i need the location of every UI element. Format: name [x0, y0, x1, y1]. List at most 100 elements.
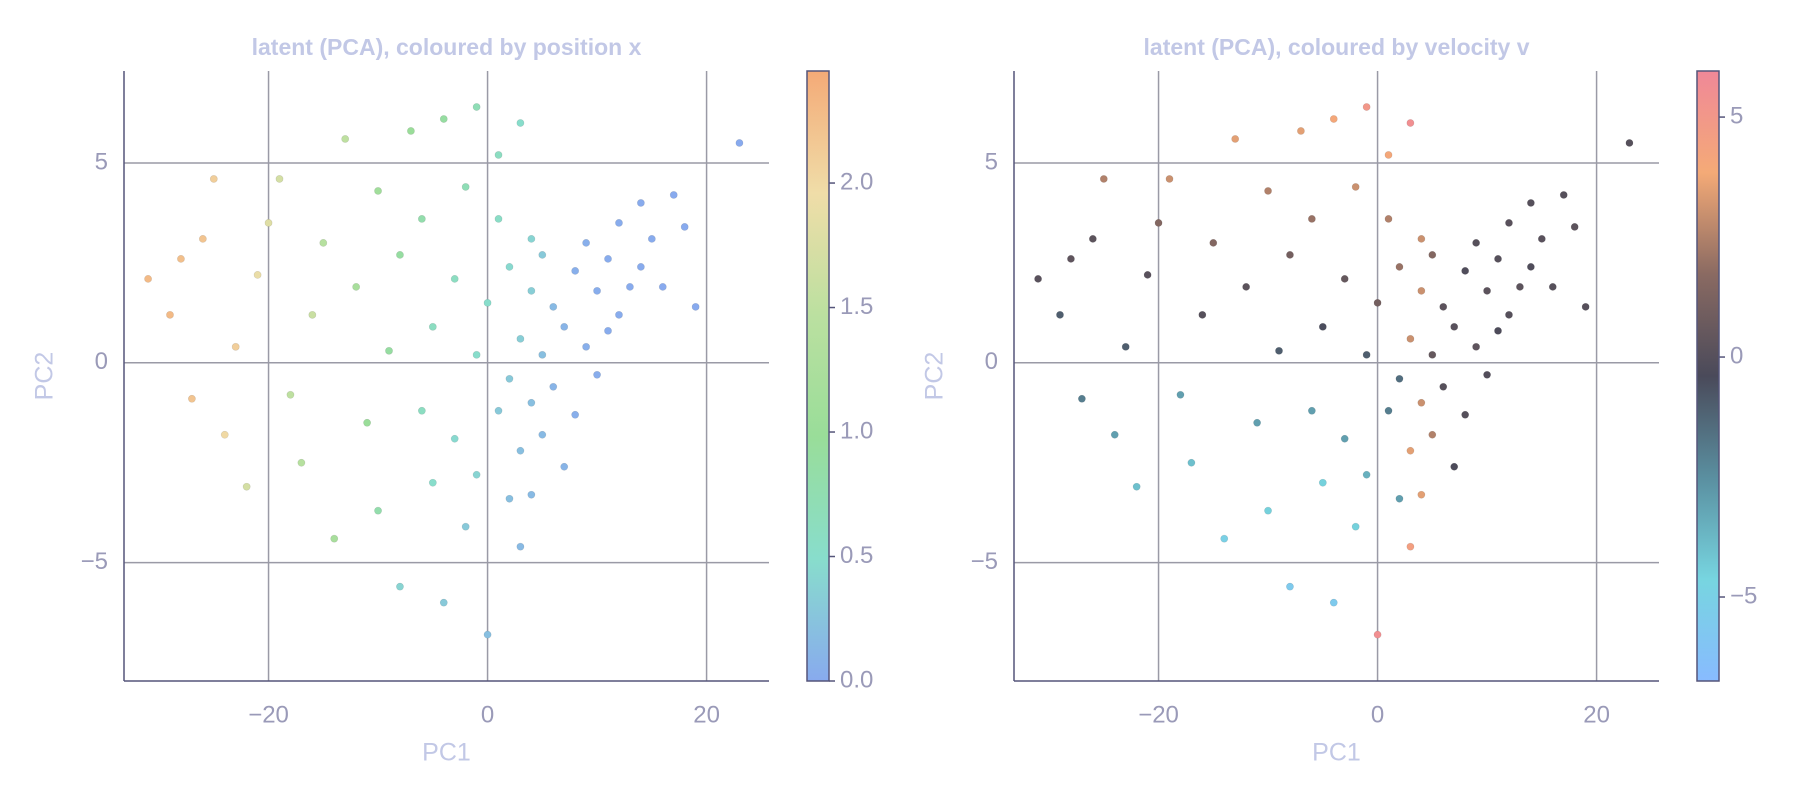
- point: [1176, 390, 1185, 399]
- point: [1406, 542, 1415, 551]
- point: [1373, 298, 1382, 307]
- point: [1099, 175, 1108, 183]
- point: [1505, 310, 1513, 319]
- point: [1526, 262, 1535, 271]
- point: [582, 342, 591, 351]
- point: [593, 370, 601, 379]
- point: [297, 458, 306, 467]
- point: [1077, 394, 1086, 403]
- point: [461, 522, 470, 531]
- point: [516, 542, 525, 551]
- y-tick-label: −5: [81, 548, 108, 575]
- point: [1143, 270, 1152, 279]
- point: [472, 470, 481, 479]
- point: [538, 350, 547, 359]
- point: [1472, 238, 1481, 247]
- point: [187, 394, 196, 403]
- point: [1307, 215, 1316, 223]
- point: [1056, 310, 1064, 319]
- point: [1505, 219, 1513, 227]
- point: [198, 234, 207, 243]
- point: [647, 234, 656, 243]
- colorbar: [806, 70, 830, 682]
- point: [220, 430, 229, 439]
- point: [527, 234, 536, 243]
- point: [1351, 183, 1360, 191]
- point: [1362, 103, 1371, 111]
- point: [177, 254, 185, 263]
- chart-title: latent (PCA), coloured by velocity v: [1144, 34, 1530, 60]
- point: [549, 302, 558, 311]
- point: [209, 175, 218, 183]
- point: [571, 410, 580, 419]
- colorbar-tick-label: 5: [1730, 102, 1743, 129]
- point: [1132, 482, 1141, 491]
- point: [1067, 254, 1075, 263]
- point: [374, 506, 382, 515]
- point: [669, 191, 678, 199]
- point: [439, 115, 448, 123]
- point: [505, 494, 514, 503]
- point: [1286, 582, 1294, 591]
- point: [1034, 274, 1042, 283]
- x-axis-label: PC1: [422, 739, 471, 767]
- point: [549, 382, 558, 391]
- point: [1548, 282, 1557, 291]
- point: [1154, 219, 1163, 227]
- point: [1559, 191, 1568, 199]
- point: [1395, 494, 1404, 503]
- point: [538, 430, 547, 439]
- y-tick-label: 0: [985, 348, 998, 375]
- point: [1439, 382, 1448, 391]
- point: [450, 434, 459, 443]
- point: [439, 598, 448, 607]
- point: [1461, 266, 1470, 275]
- point: [1220, 534, 1229, 543]
- x-tick-label: 20: [693, 701, 720, 728]
- y-tick-label: 5: [985, 148, 998, 175]
- point: [352, 282, 361, 291]
- point: [417, 406, 426, 415]
- point: [1329, 598, 1338, 607]
- point: [593, 286, 601, 295]
- point: [242, 482, 251, 491]
- x-tick-label: 0: [481, 701, 494, 728]
- point: [604, 254, 612, 263]
- point: [483, 630, 492, 639]
- point: [428, 478, 437, 487]
- point: [1362, 350, 1371, 359]
- point: [330, 534, 339, 543]
- point: [341, 135, 350, 143]
- point: [1395, 374, 1404, 383]
- point: [1472, 342, 1481, 351]
- point: [516, 446, 525, 455]
- point: [1439, 302, 1448, 311]
- point: [1286, 250, 1294, 259]
- point: [1428, 350, 1437, 359]
- x-tick-label: 0: [1371, 701, 1384, 728]
- point: [1373, 630, 1382, 639]
- point: [1406, 446, 1415, 455]
- point: [1384, 215, 1393, 223]
- point: [396, 582, 404, 591]
- point: [1340, 274, 1349, 283]
- point: [1264, 506, 1272, 515]
- point: [396, 250, 404, 259]
- point: [1581, 302, 1590, 311]
- y-tick-label: −5: [971, 548, 998, 575]
- point: [275, 175, 284, 183]
- point: [461, 183, 470, 191]
- colorbar-tick-label: 1.5: [840, 293, 873, 320]
- point: [1318, 478, 1327, 487]
- point: [1417, 234, 1426, 243]
- point: [1625, 139, 1634, 147]
- point: [1384, 151, 1393, 159]
- point: [286, 390, 295, 399]
- point: [680, 222, 689, 231]
- point: [560, 322, 569, 331]
- colorbar: [1696, 70, 1720, 682]
- point: [1121, 342, 1130, 351]
- point: [1318, 322, 1327, 331]
- x-tick-label: −20: [1138, 701, 1179, 728]
